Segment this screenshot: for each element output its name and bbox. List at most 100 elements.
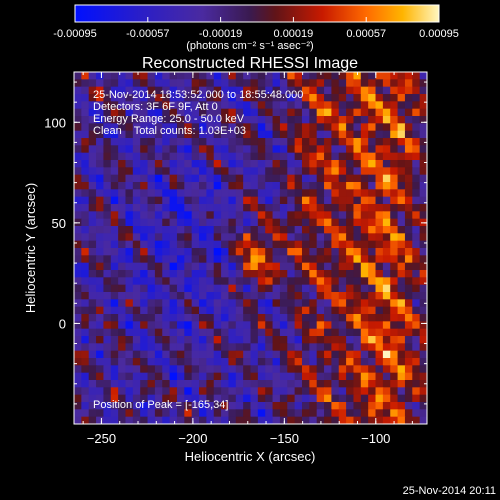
heatmap-cell <box>368 292 377 300</box>
heatmap-cell <box>213 123 222 132</box>
heatmap-cell <box>419 189 427 198</box>
heatmap-cell <box>309 152 318 161</box>
heatmap-cell <box>154 292 163 300</box>
heatmap-cell <box>110 196 119 205</box>
heatmap-cell <box>346 336 355 344</box>
heatmap-cell <box>375 86 384 95</box>
heatmap-cell <box>110 182 119 190</box>
heatmap-cell <box>132 218 141 227</box>
heatmap-cell <box>243 196 252 205</box>
heatmap-cell <box>118 299 127 308</box>
heatmap-cell <box>228 79 237 88</box>
heatmap-cell <box>221 189 230 198</box>
heatmap-cell <box>103 409 112 418</box>
heatmap-cell <box>118 321 127 330</box>
heatmap-cell <box>368 226 377 234</box>
heatmap-cell <box>206 116 215 124</box>
heatmap-cell <box>294 182 303 190</box>
heatmap-cell <box>184 130 193 139</box>
heatmap-cell <box>154 189 163 198</box>
heatmap-cell <box>287 160 296 168</box>
heatmap-cell <box>162 292 171 300</box>
heatmap-cell <box>412 365 421 374</box>
heatmap-cell <box>331 152 340 161</box>
heatmap-cell <box>132 130 141 139</box>
heatmap-cell <box>235 248 244 256</box>
heatmap-cell <box>316 116 325 124</box>
heatmap-cell <box>287 358 296 366</box>
heatmap-cell <box>324 138 332 146</box>
heatmap-cell <box>331 116 340 124</box>
heatmap-cell <box>331 343 340 352</box>
heatmap-cell <box>184 314 193 322</box>
heatmap-cell <box>294 299 303 308</box>
heatmap-cell <box>338 101 347 110</box>
heatmap-cell <box>169 123 178 132</box>
heatmap-cell <box>360 233 369 242</box>
annotation-time-range: 25-Nov-2014 18:53:52.000 to 18:55:48.000 <box>93 89 303 101</box>
heatmap-cell <box>176 145 185 154</box>
heatmap-cell <box>213 387 222 396</box>
heatmap-cell <box>368 365 377 374</box>
heatmap-cell <box>154 167 163 176</box>
heatmap-cell <box>213 160 222 168</box>
heatmap-cell <box>301 358 310 366</box>
heatmap-cell <box>346 314 355 322</box>
heatmap-cell <box>265 358 274 366</box>
heatmap-cell <box>88 138 97 146</box>
heatmap-cell <box>103 372 112 381</box>
heatmap-cell <box>228 416 237 424</box>
heatmap-cell <box>360 138 369 146</box>
heatmap-cell <box>96 336 105 344</box>
heatmap-cell <box>309 79 318 88</box>
heatmap-cell <box>206 336 215 344</box>
heatmap-cell <box>118 226 127 234</box>
heatmap-cell <box>375 138 384 146</box>
heatmap-cell <box>199 343 207 352</box>
heatmap-cell <box>88 211 97 220</box>
heatmap-cell <box>228 196 237 205</box>
heatmap-cell <box>191 233 200 242</box>
heatmap-cell <box>382 189 391 198</box>
heatmap-cell <box>213 108 222 117</box>
heatmap-cell <box>140 365 149 374</box>
heatmap-cell <box>184 380 193 388</box>
heatmap-cell <box>412 336 421 344</box>
heatmap-cell <box>360 116 369 124</box>
heatmap-cell <box>81 211 90 220</box>
heatmap-cell <box>228 226 237 234</box>
heatmap-cell <box>324 101 332 110</box>
heatmap-cell <box>199 218 207 227</box>
heatmap-cell <box>206 79 215 88</box>
heatmap-cell <box>257 314 266 322</box>
heatmap-cell <box>265 226 274 234</box>
heatmap-cell <box>375 292 384 300</box>
heatmap-cell <box>338 255 347 264</box>
heatmap-cell <box>81 262 90 271</box>
heatmap-cell <box>360 101 369 110</box>
heatmap-cell <box>81 79 90 88</box>
heatmap-cell <box>353 160 362 168</box>
heatmap-cell <box>257 409 266 418</box>
heatmap-cell <box>265 189 274 198</box>
heatmap-cell <box>390 328 399 337</box>
heatmap-cell <box>382 380 391 388</box>
heatmap-cell <box>272 160 281 168</box>
heatmap-cell <box>154 262 163 271</box>
heatmap-cell <box>213 277 222 286</box>
heatmap-cell <box>331 160 340 168</box>
heatmap-cell <box>412 343 421 352</box>
heatmap-cell <box>154 314 163 322</box>
heatmap-cell <box>176 233 185 242</box>
heatmap-cell <box>382 394 391 403</box>
heatmap-cell <box>412 86 421 95</box>
heatmap-cell <box>404 387 413 396</box>
heatmap-cell <box>88 328 97 337</box>
colorbar <box>74 4 440 23</box>
heatmap-cell <box>412 174 421 183</box>
heatmap-cell <box>375 284 384 293</box>
heatmap-cell <box>375 79 384 88</box>
heatmap-cell <box>228 270 237 278</box>
heatmap-cell <box>103 262 112 271</box>
heatmap-cell <box>375 233 384 242</box>
